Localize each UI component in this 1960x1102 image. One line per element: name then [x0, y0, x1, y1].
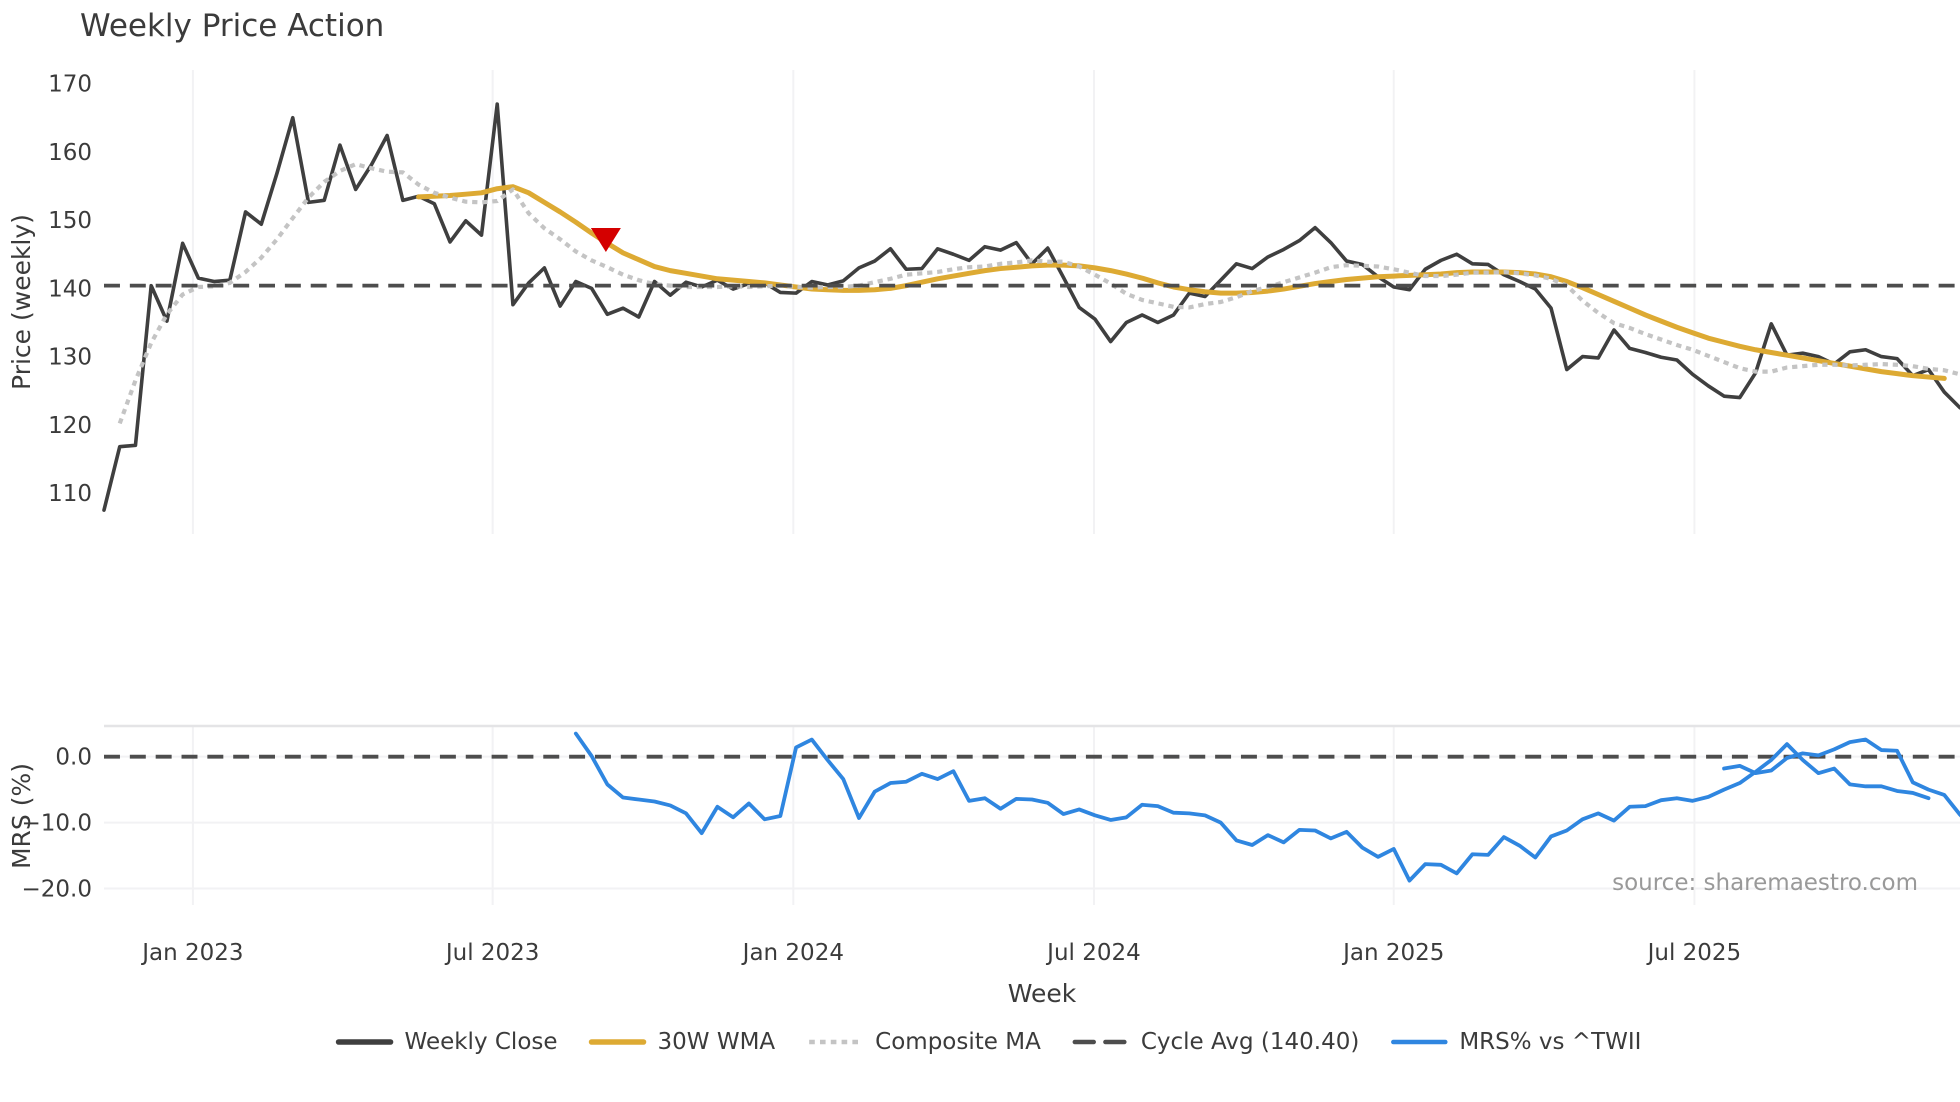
- x-tick-1: Jul 2023: [444, 940, 540, 966]
- source-watermark: source: sharemaestro.com: [1612, 870, 1918, 896]
- legend-label-2: Composite MA: [875, 1029, 1041, 1055]
- series-mrs-vs-twii-segment-1: [1722, 737, 1960, 818]
- x-axis-label: Week: [1008, 979, 1077, 1008]
- legend-label-1: 30W WMA: [658, 1029, 776, 1055]
- x-tick-4: Jan 2025: [1341, 940, 1444, 966]
- y-tick-price-3: 140: [48, 276, 92, 302]
- legend-label-3: Cycle Avg (140.40): [1141, 1029, 1360, 1055]
- x-tick-3: Jul 2024: [1045, 940, 1141, 966]
- y-axis-label-mrs: MRS (%): [7, 763, 36, 869]
- axis-labels-group: Weekly Price Action 170 160 150 140 130 120 110…: [7, 8, 1918, 1008]
- series-composite-ma: [117, 162, 1960, 425]
- legend-label-4: MRS% vs ^TWII: [1459, 1029, 1641, 1055]
- series-mrs-vs-twii-segment-0: [573, 731, 1931, 883]
- annotation-markers-group: [590, 227, 621, 252]
- y-tick-price-2: 150: [48, 208, 92, 234]
- chart-title: Weekly Price Action: [80, 8, 384, 44]
- gridlines-group: [104, 70, 1960, 905]
- series-group: [102, 102, 1960, 883]
- y-tick-mrs-2: −20.0: [22, 877, 92, 903]
- x-tick-5: Jul 2025: [1646, 940, 1742, 966]
- series-weekly-close: [102, 102, 1960, 512]
- y-tick-price-4: 130: [48, 345, 92, 371]
- legend-label-0: Weekly Close: [405, 1029, 558, 1055]
- x-tick-0: Jan 2023: [140, 940, 243, 966]
- y-axis-label-price: Price (weekly): [7, 214, 36, 390]
- y-tick-price-0: 170: [48, 72, 92, 98]
- sell-signal-marker-0: [590, 227, 621, 252]
- y-tick-mrs-1: −10.0: [22, 811, 92, 837]
- y-tick-price-5: 120: [48, 413, 92, 439]
- y-tick-mrs-0: 0.0: [55, 745, 92, 771]
- x-tick-2: Jan 2024: [741, 940, 844, 966]
- legend-group: Weekly Close 30W WMA Composite MA Cycle Avg…: [335, 1029, 1641, 1055]
- y-tick-price-6: 110: [48, 481, 92, 507]
- series-30w-wma: [416, 184, 1947, 381]
- y-tick-price-1: 160: [48, 140, 92, 166]
